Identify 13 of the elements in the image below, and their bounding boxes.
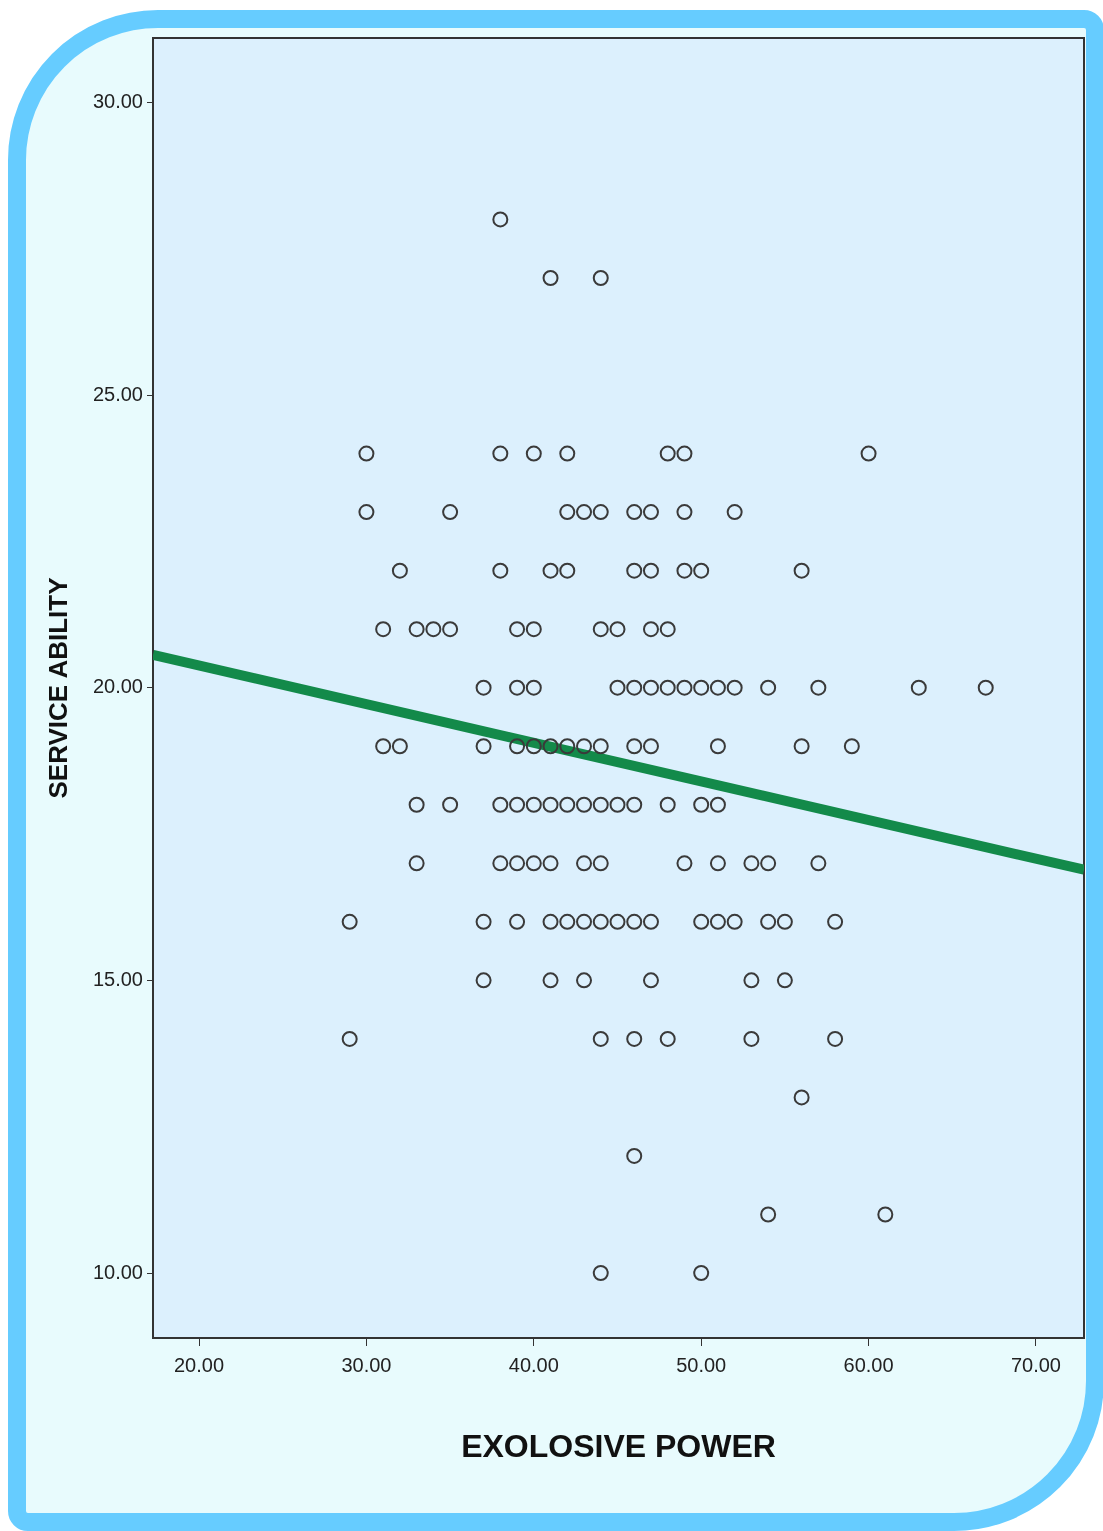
y-tick-label: 10.00 bbox=[92, 1260, 143, 1283]
x-tick-label: 20.00 bbox=[174, 1353, 225, 1376]
y-tick-label: 15.00 bbox=[92, 967, 143, 990]
x-tick-label: 30.00 bbox=[341, 1353, 392, 1376]
y-tick-label: 25.00 bbox=[92, 382, 143, 405]
x-tick-label: 60.00 bbox=[843, 1353, 894, 1376]
x-tick-label: 50.00 bbox=[676, 1353, 727, 1376]
y-tick-label: 30.00 bbox=[92, 89, 143, 112]
y-axis-title: SERVICE ABILITY bbox=[42, 577, 73, 799]
x-axis-title: EXOLOSIVE POWER bbox=[461, 1427, 776, 1464]
x-tick-label: 40.00 bbox=[508, 1353, 559, 1376]
y-tick-label: 20.00 bbox=[92, 675, 143, 698]
x-tick-label: 70.00 bbox=[1010, 1353, 1061, 1376]
